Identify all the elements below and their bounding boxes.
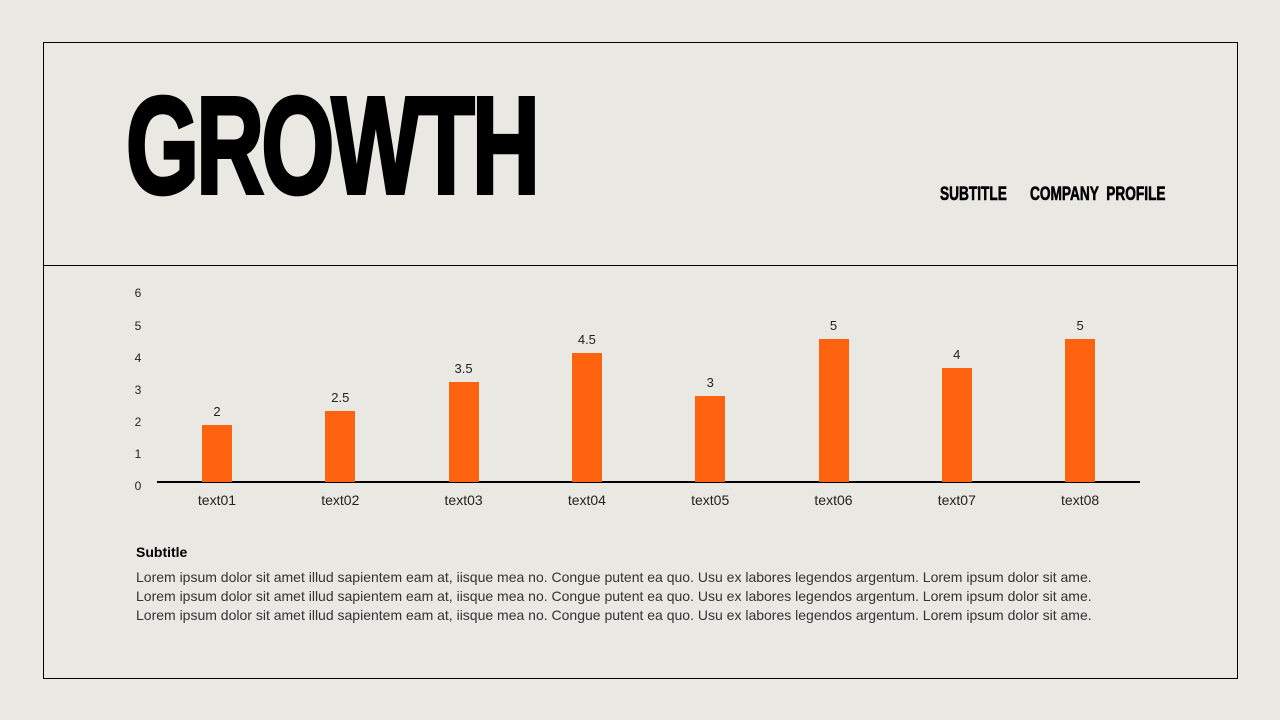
company-profile-label: COMPANY PROFILE — [1030, 184, 1166, 206]
bar-value-label: 2 — [213, 403, 221, 419]
bar-text03 — [448, 381, 479, 482]
body-line: Lorem ipsum dolor sit amet illud sapient… — [136, 607, 1092, 623]
bar-value-label: 5 — [1076, 318, 1084, 333]
bar-value-label: 5 — [829, 318, 838, 333]
x-tick-label: text07 — [937, 492, 976, 508]
x-tick-label: text06 — [814, 492, 853, 508]
body-line: Lorem ipsum dolor sit amet illud sapient… — [136, 588, 1092, 604]
bar-value-label: 2.5 — [331, 389, 350, 405]
x-tick-label: text02 — [321, 492, 360, 508]
x-tick-label: text03 — [444, 492, 483, 508]
subtitle-label: SUBTITLE — [940, 184, 1007, 206]
bar-text01 — [202, 424, 232, 482]
x-tick-label: text04 — [567, 492, 606, 508]
slide-frame — [43, 42, 1238, 679]
body-text: Lorem ipsum dolor sit amet illud sapient… — [136, 568, 1146, 625]
x-tick-label: text05 — [691, 492, 730, 508]
x-tick-label: text01 — [197, 492, 237, 508]
y-tick-label: 4 — [134, 350, 142, 365]
header-divider — [43, 265, 1237, 266]
x-axis-line — [157, 481, 1140, 483]
body-line: Lorem ipsum dolor sit amet illud sapient… — [136, 569, 1092, 585]
bar-value-label: 3 — [706, 375, 714, 391]
bar-value-label: 3.5 — [454, 360, 473, 376]
bar-value-label: 4 — [953, 346, 961, 362]
bar-text08 — [1065, 339, 1096, 482]
y-tick-label: 3 — [134, 382, 142, 397]
bar-text06 — [818, 339, 849, 482]
bar-text02 — [325, 410, 356, 482]
bar-value-label: 4.5 — [577, 332, 596, 348]
bar-text07 — [941, 367, 972, 482]
bar-text05 — [695, 396, 726, 482]
bar-text04 — [571, 353, 602, 482]
page-title: GROWTH — [125, 69, 542, 223]
y-tick-label: 5 — [134, 318, 142, 333]
body-subtitle: Subtitle — [136, 544, 188, 560]
y-tick-label: 2 — [134, 414, 142, 429]
x-tick-label: text08 — [1061, 492, 1100, 508]
y-tick-label: 6 — [134, 286, 142, 301]
y-tick-label: 1 — [134, 446, 142, 461]
y-tick-label: 0 — [134, 479, 142, 493]
